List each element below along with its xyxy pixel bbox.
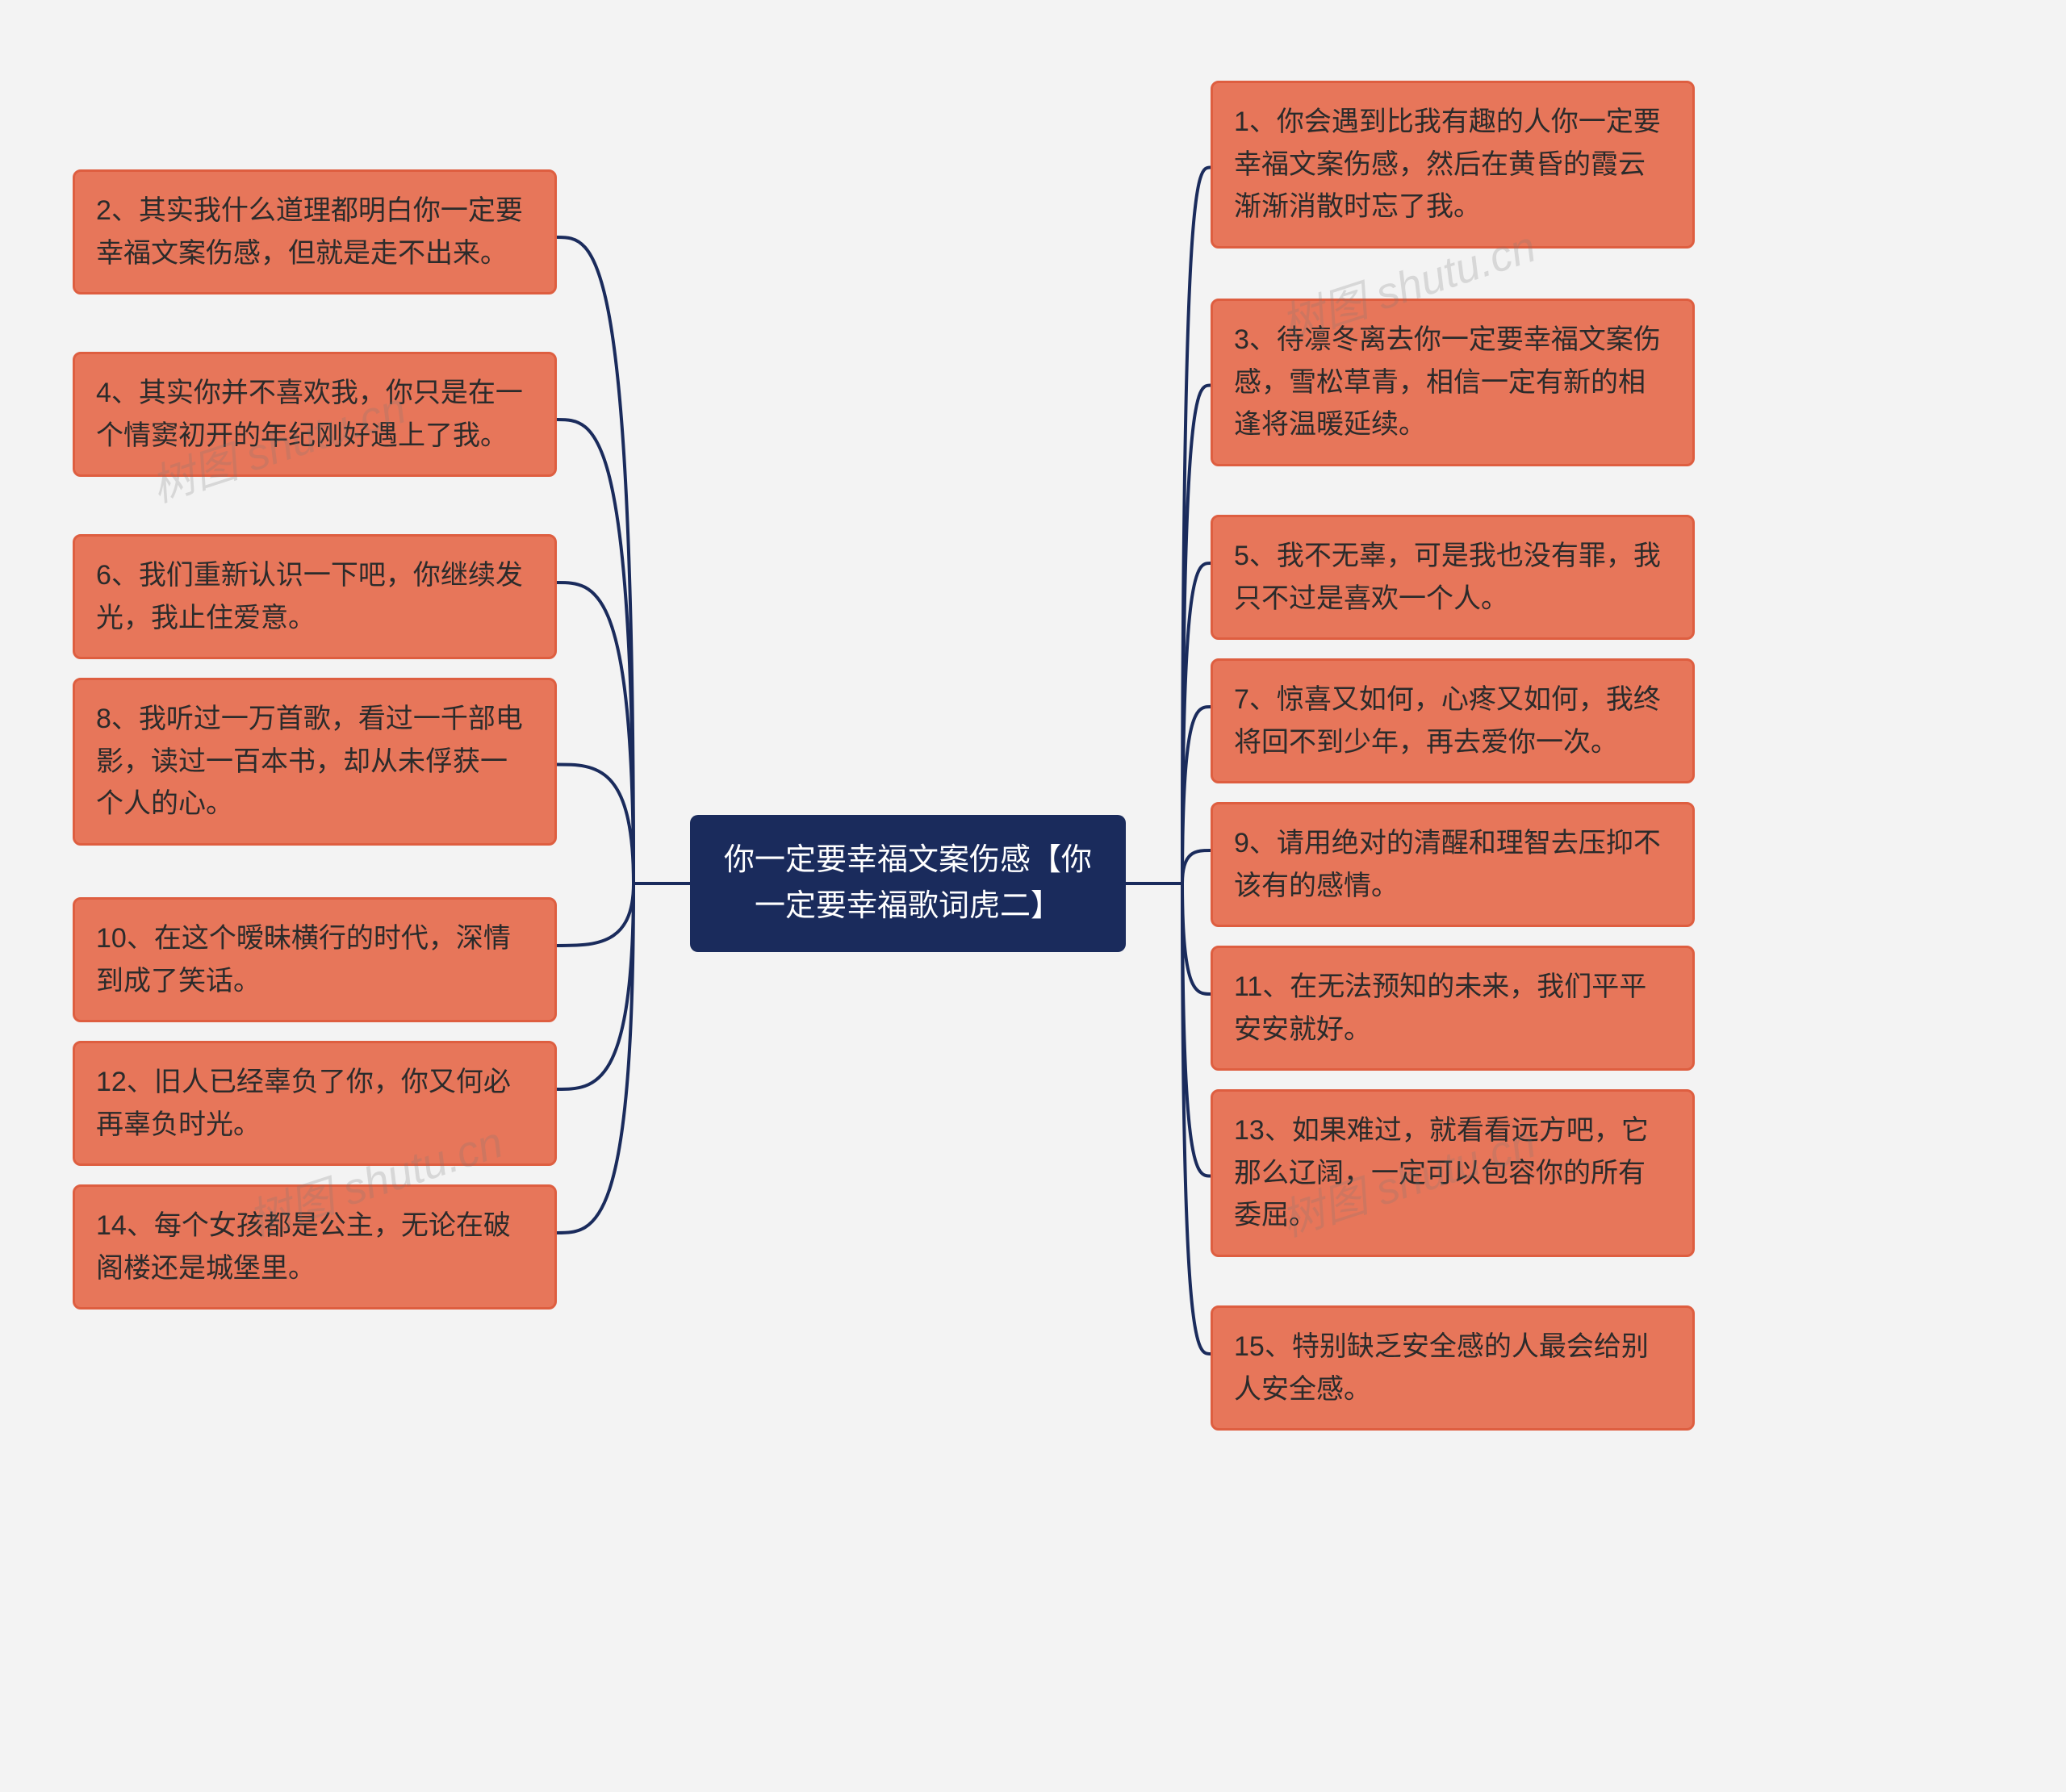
- leaf-node-right-7: 15、特别缺乏安全感的人最会给别人安全感。: [1211, 1305, 1695, 1431]
- leaf-label: 2、其实我什么道理都明白你一定要幸福文案伤感，但就是走不出来。: [96, 195, 523, 269]
- leaf-node-left-5: 12、旧人已经辜负了你，你又何必再辜负时光。: [73, 1041, 557, 1166]
- leaf-label: 13、如果难过，就看看远方吧，它那么辽阔，一定可以包容你的所有委屈。: [1234, 1115, 1649, 1230]
- leaf-node-left-4: 10、在这个暧昧横行的时代，深情到成了笑话。: [73, 897, 557, 1022]
- leaf-label: 15、特别缺乏安全感的人最会给别人安全感。: [1234, 1331, 1649, 1405]
- leaf-node-right-6: 13、如果难过，就看看远方吧，它那么辽阔，一定可以包容你的所有委屈。: [1211, 1089, 1695, 1257]
- leaf-node-right-2: 5、我不无辜，可是我也没有罪，我只不过是喜欢一个人。: [1211, 515, 1695, 640]
- leaf-label: 7、惊喜又如何，心疼又如何，我终将回不到少年，再去爱你一次。: [1234, 684, 1661, 758]
- leaf-node-right-4: 9、请用绝对的清醒和理智去压抑不该有的感情。: [1211, 802, 1695, 927]
- center-label: 你一定要幸福文案伤感【你一定要幸福歌词虎二】: [724, 843, 1092, 923]
- leaf-label: 5、我不无辜，可是我也没有罪，我只不过是喜欢一个人。: [1234, 541, 1661, 614]
- leaf-label: 4、其实你并不喜欢我，你只是在一个情窦初开的年纪刚好遇上了我。: [96, 378, 523, 451]
- leaf-node-left-3: 8、我听过一万首歌，看过一千部电影，读过一百本书，却从未俘获一个人的心。: [73, 678, 557, 846]
- leaf-node-left-6: 14、每个女孩都是公主，无论在破阁楼还是城堡里。: [73, 1184, 557, 1310]
- leaf-node-left-0: 2、其实我什么道理都明白你一定要幸福文案伤感，但就是走不出来。: [73, 169, 557, 294]
- leaf-node-right-1: 3、待凛冬离去你一定要幸福文案伤感，雪松草青，相信一定有新的相逢将温暖延续。: [1211, 299, 1695, 466]
- leaf-label: 8、我听过一万首歌，看过一千部电影，读过一百本书，却从未俘获一个人的心。: [96, 704, 523, 819]
- leaf-label: 3、待凛冬离去你一定要幸福文案伤感，雪松草青，相信一定有新的相逢将温暖延续。: [1234, 324, 1661, 440]
- leaf-label: 6、我们重新认识一下吧，你继续发光，我止住爱意。: [96, 560, 523, 633]
- leaf-label: 14、每个女孩都是公主，无论在破阁楼还是城堡里。: [96, 1210, 511, 1284]
- leaf-label: 10、在这个暧昧横行的时代，深情到成了笑话。: [96, 923, 511, 996]
- leaf-node-right-3: 7、惊喜又如何，心疼又如何，我终将回不到少年，再去爱你一次。: [1211, 658, 1695, 783]
- center-node: 你一定要幸福文案伤感【你一定要幸福歌词虎二】: [690, 815, 1126, 952]
- leaf-node-left-1: 4、其实你并不喜欢我，你只是在一个情窦初开的年纪刚好遇上了我。: [73, 352, 557, 477]
- leaf-node-right-0: 1、你会遇到比我有趣的人你一定要幸福文案伤感，然后在黄昏的霞云渐渐消散时忘了我。: [1211, 81, 1695, 249]
- leaf-label: 12、旧人已经辜负了你，你又何必再辜负时光。: [96, 1067, 511, 1140]
- leaf-label: 9、请用绝对的清醒和理智去压抑不该有的感情。: [1234, 828, 1661, 901]
- leaf-label: 11、在无法预知的未来，我们平平安安就好。: [1234, 971, 1646, 1045]
- leaf-node-left-2: 6、我们重新认识一下吧，你继续发光，我止住爱意。: [73, 534, 557, 659]
- leaf-label: 1、你会遇到比我有趣的人你一定要幸福文案伤感，然后在黄昏的霞云渐渐消散时忘了我。: [1234, 107, 1661, 222]
- leaf-node-right-5: 11、在无法预知的未来，我们平平安安就好。: [1211, 946, 1695, 1071]
